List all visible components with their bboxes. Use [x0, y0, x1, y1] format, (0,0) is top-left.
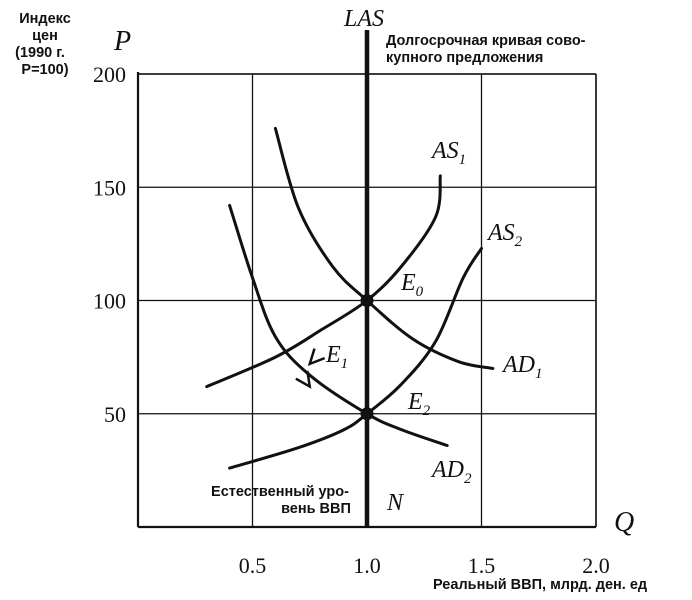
label-E1: E1 [325, 342, 348, 372]
axes: 50 100 150 200 0.5 1.0 1.5 2.0 P Q Индексцен(1990 … [15, 11, 647, 593]
y-axis-title-line: (1990 г. [15, 45, 65, 61]
arrow-head [307, 348, 326, 367]
las-caption-line: Долгосрочная кривая сово- [386, 33, 586, 49]
y-tick-label: 50 [104, 402, 126, 427]
x-axis-letter: Q [614, 507, 634, 538]
curve-AD2 [228, 203, 449, 447]
x-tick-label: 1.0 [353, 553, 381, 578]
label-E2: E2 [407, 389, 431, 419]
x-axis-title: Реальный ВВП, млрд. ден. ед [433, 577, 647, 593]
x-tick-label: 0.5 [239, 553, 267, 578]
point-E0 [360, 294, 374, 307]
y-tick-label: 200 [93, 62, 126, 87]
y-axis-title-line: P=100) [21, 62, 68, 78]
natural-level-caption-line: Естественный уро- [211, 484, 349, 500]
marks [295, 294, 374, 421]
las-caption-line: купного предложения [386, 50, 543, 66]
label-AS2: AS2 [486, 220, 523, 250]
label-E0: E0 [400, 270, 424, 300]
y-tick-label: 100 [93, 289, 126, 314]
y-axis-title-line: цен [32, 28, 58, 44]
label-AD1: AD1 [501, 352, 543, 382]
y-axis-letter: P [113, 26, 131, 57]
curves [205, 30, 495, 527]
y-axis-title-line: Индекс [19, 11, 71, 27]
y-tick-label: 150 [93, 175, 126, 200]
natural-level-caption-line: вень ВВП [281, 501, 351, 517]
point-E2 [360, 407, 374, 421]
curve-AS2 [228, 246, 483, 470]
x-tick-label: 2.0 [582, 553, 610, 578]
arrow-head [295, 370, 312, 389]
x-tick-label: 1.5 [468, 553, 496, 578]
label-las: LAS [343, 6, 384, 32]
label-AD2: AD2 [430, 457, 472, 487]
label-AS1: AS1 [430, 138, 466, 168]
label-n: N [386, 490, 405, 516]
